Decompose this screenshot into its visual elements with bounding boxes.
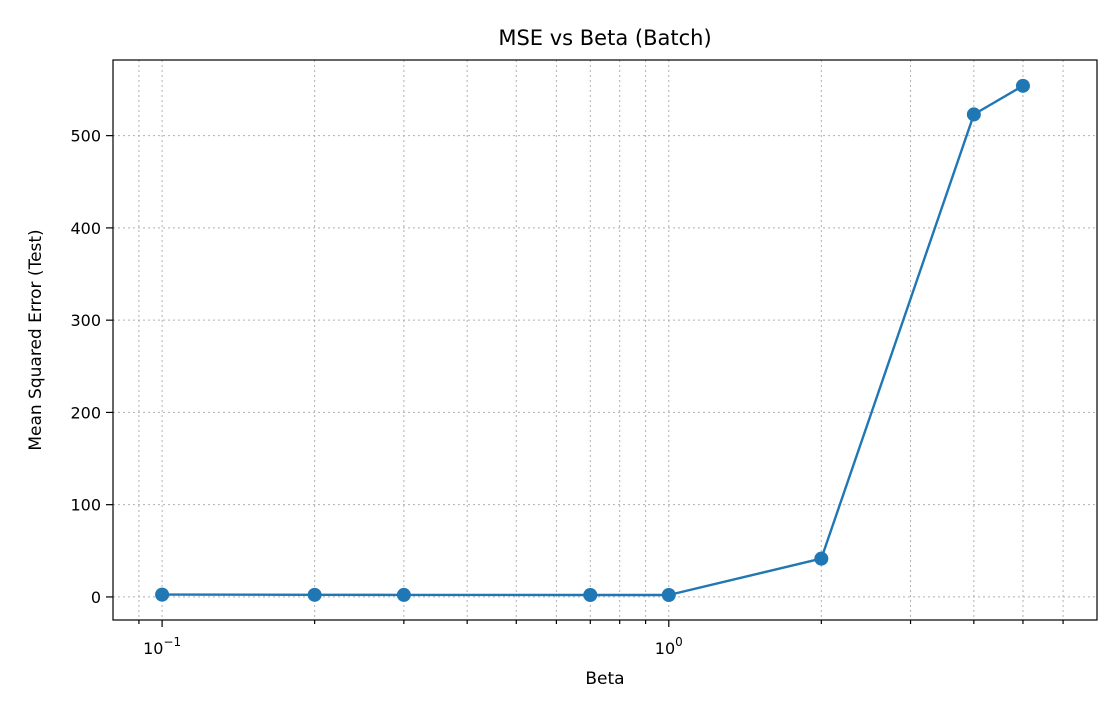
x-axis-label: Beta [585,669,624,689]
series-layer [155,78,1030,602]
y-axis-label: Mean Squared Error (Test) [26,229,46,450]
data-point [966,107,981,122]
y-tick-label: 500 [70,127,101,146]
data-point [396,587,411,602]
data-point [583,587,598,602]
ticks: 10−1 100 0 100 200 300 400 500 [70,127,1064,658]
series-line [162,84,1024,597]
data-point [307,587,322,602]
x-tick-label: 100 [655,635,683,658]
plot-frame [112,59,1098,621]
grid [113,60,1097,620]
data-point [155,587,170,602]
data-point [1015,78,1030,93]
chart-title: MSE vs Beta (Batch) [498,26,711,50]
data-point [661,587,676,602]
y-tick-label: 0 [91,588,101,607]
x-tick-label: 10−1 [143,635,181,658]
y-tick-label: 200 [70,403,101,422]
data-point [814,551,829,566]
y-tick-label: 400 [70,219,101,238]
y-tick-label: 100 [70,496,101,515]
y-tick-label: 300 [70,311,101,330]
